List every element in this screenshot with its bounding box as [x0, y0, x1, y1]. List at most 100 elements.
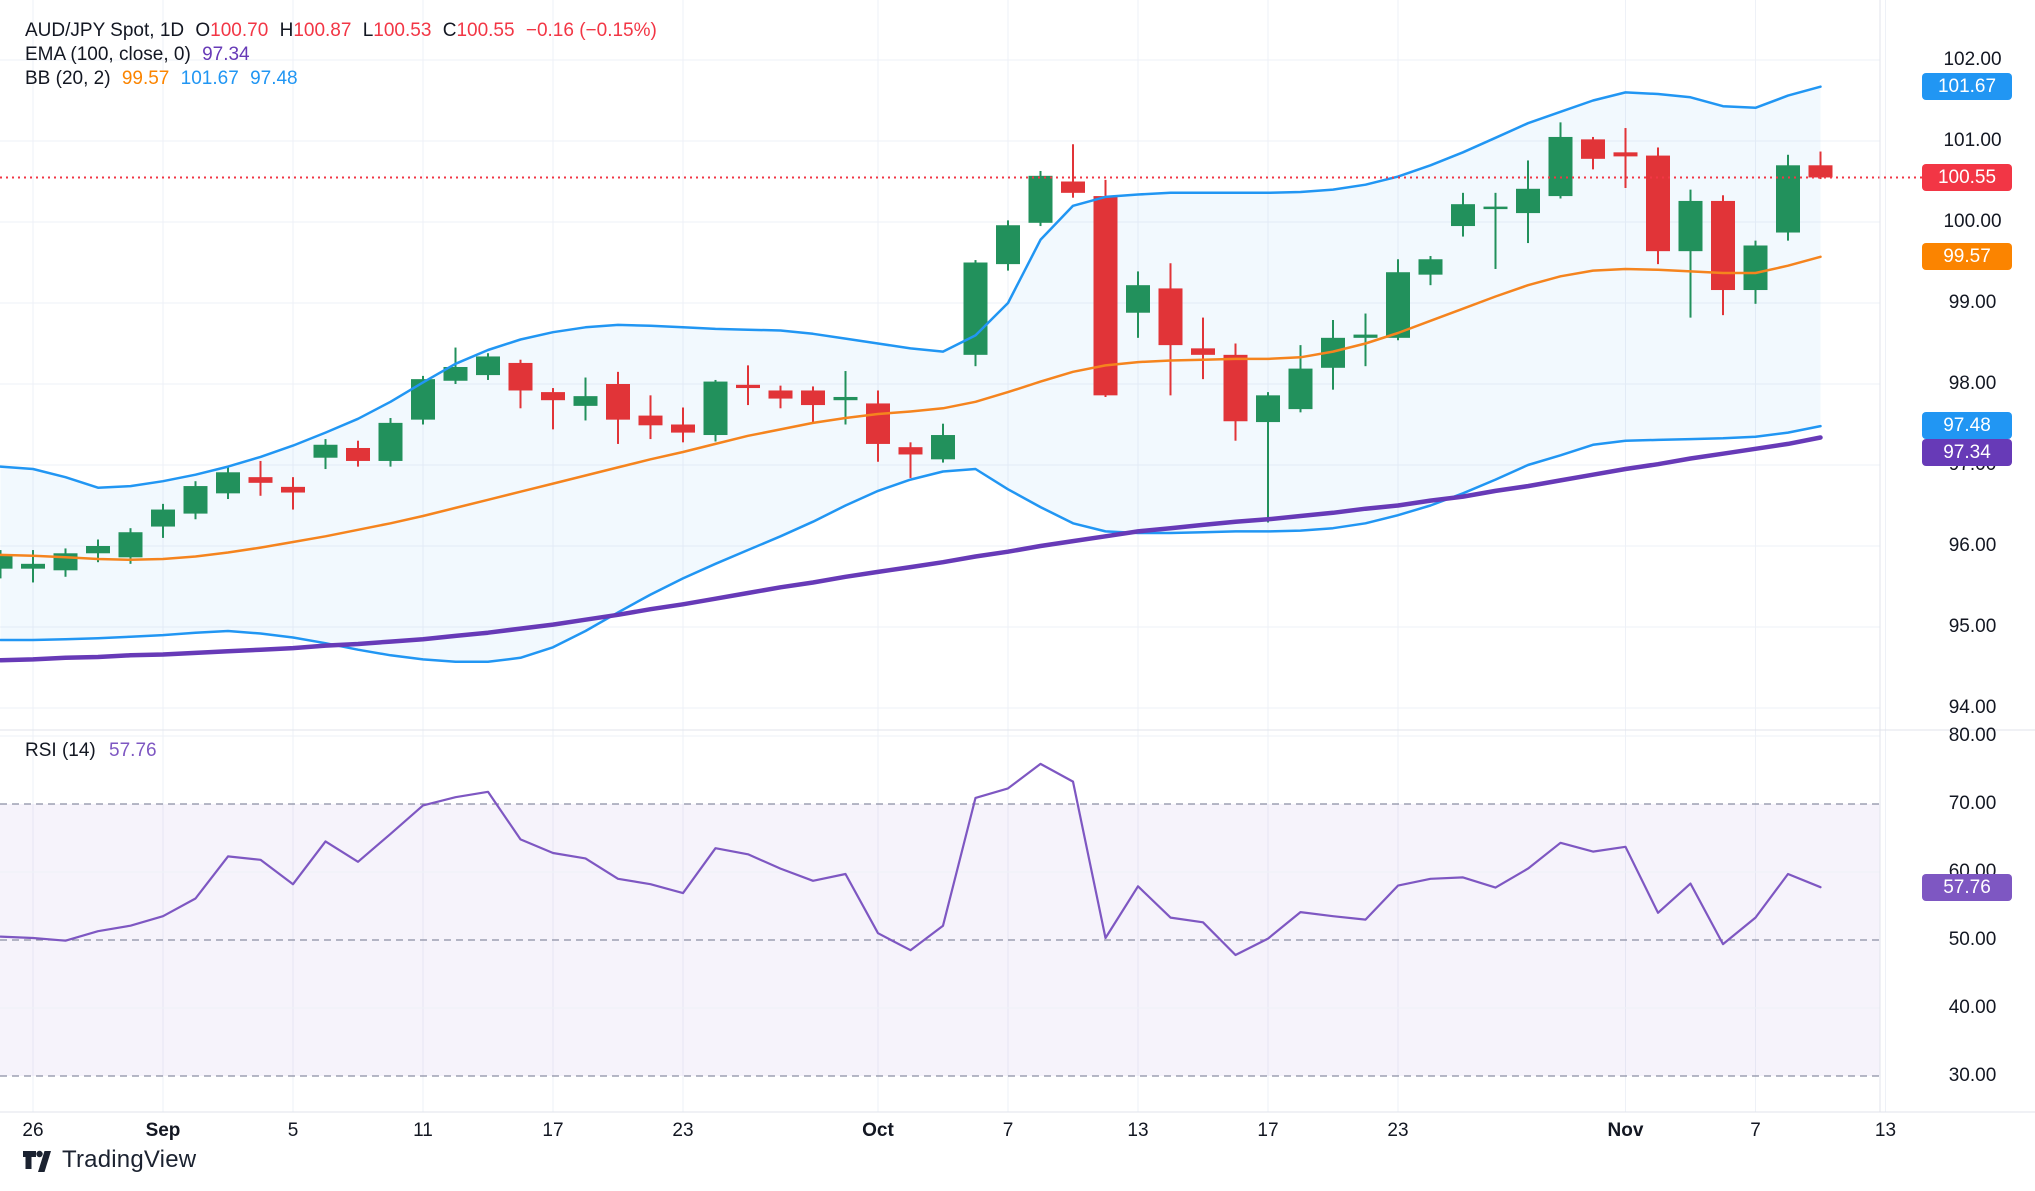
tradingview-logo-icon [23, 1150, 51, 1172]
time-tick-label: 13 [1874, 1120, 1897, 1141]
candle-body-up [1126, 285, 1150, 313]
candle-body-up [411, 379, 435, 420]
candle-body-up [118, 532, 143, 558]
open-label: O [195, 20, 211, 41]
candle-body-down [1646, 155, 1670, 252]
bb-label: BB (20, 2) [25, 68, 111, 89]
candle-body-up [573, 396, 598, 406]
candle-body-up [1483, 206, 1508, 210]
tradingview-branding[interactable]: TradingView [22, 1146, 196, 1174]
candle-body-up [1288, 368, 1313, 410]
candle-body-down [898, 447, 923, 455]
candle-body-up [1516, 188, 1540, 214]
candle-body-up [1451, 204, 1475, 227]
candle-body-up [1386, 272, 1410, 338]
rsi-tick-label: 80.00 [1948, 725, 1997, 746]
bb-upper-value: 101.67 [180, 68, 239, 89]
bb-lower-line [0, 424, 1822, 664]
rsi-tick-label: 40.00 [1948, 997, 1997, 1018]
rsi-tick-label: 50.00 [1948, 929, 1997, 950]
candle-body-down [1613, 152, 1638, 157]
price-tick-label: 94.00 [1948, 697, 1997, 718]
candle-body-up [1743, 245, 1768, 291]
candle-body-down [508, 362, 533, 391]
time-tick-label: 23 [672, 1120, 694, 1141]
candle-body-up [833, 396, 858, 401]
price-badge: 97.34 [1922, 438, 2012, 466]
candle-body-up [443, 366, 468, 381]
candle-body-down [866, 403, 890, 444]
bb-fill [0, 86, 1821, 662]
rsi-legend-row[interactable]: RSI (14) 57.76 [25, 740, 157, 762]
candle-body-down [1581, 139, 1605, 159]
candle-body-up [1028, 175, 1053, 223]
candle-body-down [606, 384, 630, 420]
candle-body-down [541, 392, 565, 401]
rsi-label: RSI (14) [25, 740, 96, 761]
brand-name: TradingView [62, 1146, 197, 1173]
time-tick-label: 26 [22, 1120, 44, 1141]
candle-body-down [1158, 288, 1183, 346]
candle-body-down [281, 486, 305, 493]
candle-body-down [1808, 165, 1833, 178]
candle-body-up [21, 563, 45, 569]
rsi-value: 57.76 [109, 740, 157, 761]
time-tick-label: Sep [145, 1120, 181, 1141]
price-badge: 101.67 [1922, 73, 2012, 101]
time-tick-label: Oct [862, 1120, 894, 1141]
legend-bb-row[interactable]: BB (20, 2) 99.57 101.67 97.48 [25, 68, 663, 90]
candle-body-down [248, 477, 273, 483]
legend-symbol-row[interactable]: AUD/JPY Spot, 1D O100.70 H100.87 L100.53… [25, 20, 663, 42]
candle-body-up [86, 546, 110, 554]
time-tick-label: 17 [542, 1120, 564, 1141]
candle-body-down [736, 384, 760, 389]
ema-100-line [0, 435, 1823, 663]
open-value: 100.70 [210, 20, 269, 41]
price-tick-label: 99.00 [1948, 292, 1997, 313]
time-tick-label: 5 [287, 1120, 299, 1141]
candle-body-up [1256, 395, 1280, 423]
candle-body-up [1776, 165, 1800, 233]
change-value: −0.16 (−0.15%) [525, 20, 657, 41]
time-tick-label: Nov [1607, 1120, 1644, 1141]
ema-value: 97.34 [202, 44, 250, 65]
rsi-tick-label: 70.00 [1948, 793, 1997, 814]
rsi-badge: 57.76 [1922, 873, 2012, 901]
time-tick-label: 11 [413, 1120, 433, 1141]
close-value: 100.55 [456, 20, 515, 41]
candle-body-up [931, 435, 955, 460]
candle-body-down [671, 424, 695, 433]
high-value: 100.87 [293, 20, 352, 41]
candle-body-up [476, 356, 500, 376]
time-tick-label: 13 [1127, 1120, 1149, 1141]
time-tick-label: 7 [1002, 1120, 1014, 1141]
price-tick-label: 95.00 [1948, 616, 1997, 637]
low-label: L [362, 20, 374, 41]
bb-upper-line [0, 85, 1822, 489]
candle-body-down [1223, 354, 1248, 422]
time-tick-label: 7 [1750, 1120, 1761, 1141]
ema-label: EMA (100, close, 0) [25, 44, 191, 65]
candle-body-down [1711, 200, 1735, 291]
candle-body-up [1353, 334, 1378, 338]
close-label: C [442, 20, 457, 41]
legend-ema-row[interactable]: EMA (100, close, 0) 97.34 [25, 44, 663, 66]
candle-body-down [638, 415, 663, 426]
chart-legend: AUD/JPY Spot, 1D O100.70 H100.87 L100.53… [25, 20, 663, 92]
price-badge: 99.57 [1922, 243, 2012, 271]
bb-basis-value: 99.57 [121, 68, 170, 89]
candle-body-up [1678, 200, 1703, 252]
candle-body-up [183, 486, 208, 514]
rsi-line [0, 762, 1822, 957]
candle-body-down [1191, 348, 1215, 355]
candle-body-up [1418, 259, 1443, 275]
price-tick-label: 98.00 [1948, 373, 1997, 394]
candle-body-up [1548, 136, 1573, 197]
bb-basis-line [0, 255, 1822, 562]
price-tick-label: 96.00 [1948, 535, 1997, 556]
candle-body-down [346, 447, 370, 461]
candle-body-up [216, 472, 240, 494]
price-tick-label: 100.00 [1943, 211, 2002, 232]
